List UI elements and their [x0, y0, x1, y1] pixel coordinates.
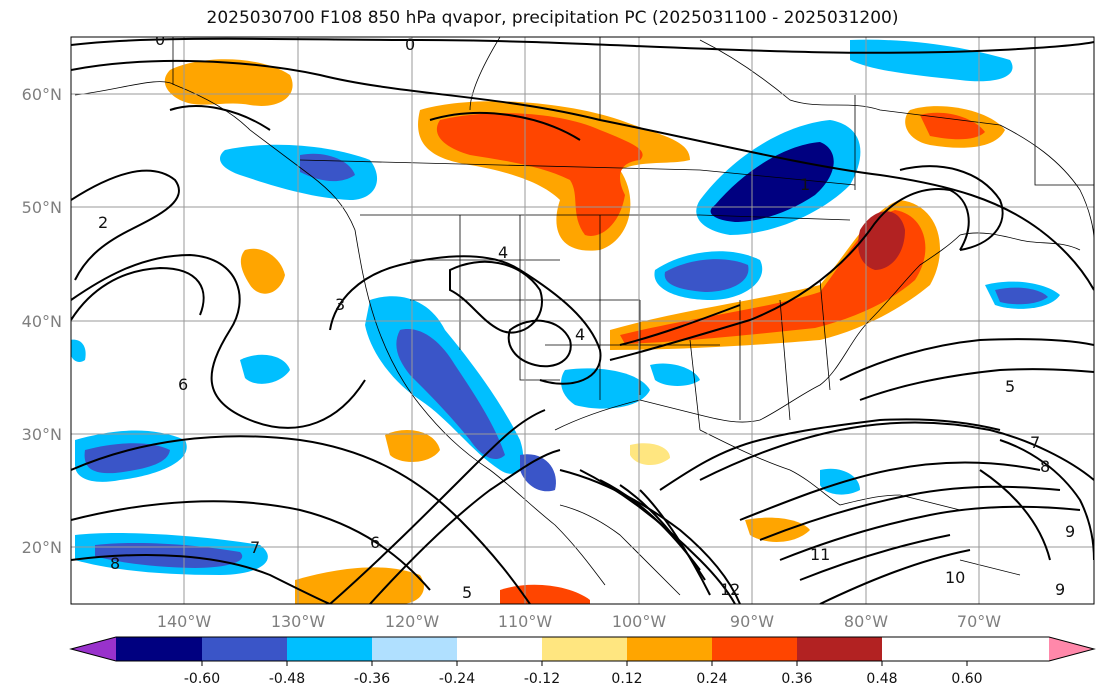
contour-label: 1 — [800, 175, 810, 194]
colorbar-segment — [797, 637, 882, 661]
qvapor-contours — [71, 37, 1094, 604]
map-title: 2025030700 F108 850 hPa qvapor, precipit… — [206, 8, 899, 28]
contour-label: 6 — [178, 375, 188, 394]
lon-tick-label: 120°W — [385, 612, 440, 631]
colorbar-tick-label: -0.12 — [524, 671, 560, 687]
contour-label: 10 — [945, 568, 965, 587]
contour-label: 9 — [1065, 522, 1075, 541]
contour-label: 8 — [110, 554, 120, 573]
colorbar-segment — [542, 637, 627, 661]
contour-label: 4 — [498, 243, 508, 262]
colorbar-segment — [712, 637, 797, 661]
contour-label: 4 — [575, 325, 585, 344]
colorbar-segment — [372, 637, 457, 661]
lat-tick-label: 60°N — [22, 85, 62, 104]
contour-label: 11 — [810, 545, 830, 564]
colorbar-segment — [202, 637, 287, 661]
contour-label: 6 — [370, 533, 380, 552]
lon-axis: 140°W 130°W 120°W 110°W 100°W 90°W 80°W … — [157, 612, 1001, 631]
lat-tick-label: 30°N — [22, 425, 62, 444]
contour-label: 8 — [1040, 457, 1050, 476]
contour-label: 5 — [1005, 377, 1015, 396]
colorbar-tick-label: -0.24 — [439, 671, 475, 687]
lon-tick-label: 100°W — [612, 612, 667, 631]
contour-label: 0 — [155, 30, 165, 49]
contour-label-group: 0 0 1 2 3 4 4 5 5 6 6 7 7 8 8 9 9 10 11 … — [98, 30, 1075, 602]
colorbar-outline — [69, 636, 1096, 662]
map-frame — [70, 36, 1095, 605]
colorbar-segment — [627, 637, 712, 661]
colorbar-tick-label: 0.48 — [866, 671, 897, 687]
contour-label: 2 — [98, 213, 108, 232]
lon-tick-label: 90°W — [730, 612, 774, 631]
colorbar-segment — [116, 637, 202, 661]
lat-tick-label: 20°N — [22, 538, 62, 557]
colorbar-low-extend — [71, 637, 116, 661]
colorbar-tick-label: -0.48 — [269, 671, 305, 687]
coastlines-borders — [74, 37, 1094, 596]
colorbar-ticks — [201, 661, 968, 666]
lon-tick-label: 140°W — [157, 612, 212, 631]
lon-tick-label: 70°W — [957, 612, 1001, 631]
precip-positive-shading — [164, 59, 1005, 604]
colorbar-tick-label: -0.60 — [184, 671, 220, 687]
contour-label: 0 — [405, 35, 415, 54]
colorbar-segment — [287, 637, 372, 661]
contour-label: 5 — [462, 583, 472, 602]
contour-label: 3 — [335, 295, 345, 314]
colorbar-tick-label: 0.60 — [951, 671, 982, 687]
lon-tick-label: 80°W — [844, 612, 888, 631]
lon-tick-label: 110°W — [498, 612, 553, 631]
colorbar: -0.60 -0.48 -0.36 -0.24 -0.12 0.12 0.24 … — [69, 636, 1096, 687]
colorbar-tick-label: 0.12 — [611, 671, 642, 687]
lat-axis: 60°N 50°N 40°N 30°N 20°N — [22, 85, 62, 557]
contour-label: 12 — [720, 580, 740, 599]
colorbar-tick-label: -0.36 — [354, 671, 390, 687]
contour-label: 7 — [250, 538, 260, 557]
contour-label: 7 — [1030, 433, 1040, 452]
lon-tick-label: 130°W — [271, 612, 326, 631]
lat-tick-label: 50°N — [22, 198, 62, 217]
contour-label: 9 — [1055, 580, 1065, 599]
colorbar-segment — [457, 637, 542, 661]
gridlines — [71, 37, 1094, 604]
colorbar-tick-label: 0.36 — [781, 671, 812, 687]
lat-tick-label: 40°N — [22, 312, 62, 331]
colorbar-high-extend — [1049, 637, 1094, 661]
colorbar-tick-label: 0.24 — [696, 671, 727, 687]
